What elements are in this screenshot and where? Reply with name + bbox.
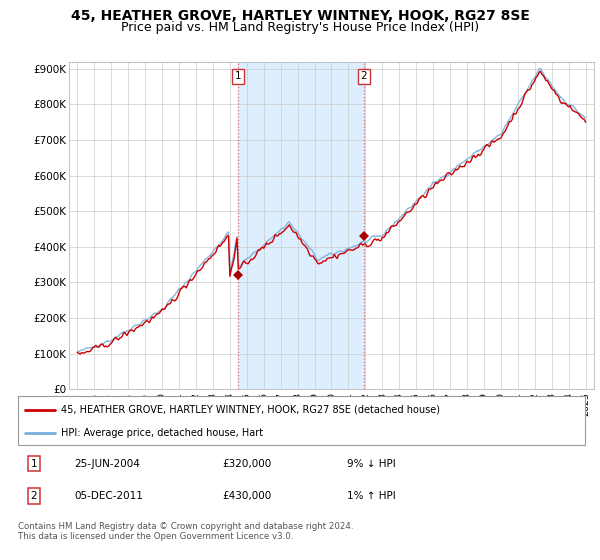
Text: 1% ↑ HPI: 1% ↑ HPI xyxy=(347,491,395,501)
Text: 05-DEC-2011: 05-DEC-2011 xyxy=(75,491,143,501)
Text: £430,000: £430,000 xyxy=(222,491,271,501)
Text: 45, HEATHER GROVE, HARTLEY WINTNEY, HOOK, RG27 8SE (detached house): 45, HEATHER GROVE, HARTLEY WINTNEY, HOOK… xyxy=(61,405,440,415)
Text: Price paid vs. HM Land Registry's House Price Index (HPI): Price paid vs. HM Land Registry's House … xyxy=(121,21,479,34)
Bar xyxy=(238,62,364,389)
FancyBboxPatch shape xyxy=(18,396,585,445)
Text: £320,000: £320,000 xyxy=(222,459,271,469)
Text: 2: 2 xyxy=(31,491,37,501)
Text: 45, HEATHER GROVE, HARTLEY WINTNEY, HOOK, RG27 8SE: 45, HEATHER GROVE, HARTLEY WINTNEY, HOOK… xyxy=(71,9,529,23)
Text: 1: 1 xyxy=(235,71,241,81)
Text: 2: 2 xyxy=(361,71,367,81)
Text: Contains HM Land Registry data © Crown copyright and database right 2024.
This d: Contains HM Land Registry data © Crown c… xyxy=(18,522,353,542)
Text: 25-JUN-2004: 25-JUN-2004 xyxy=(75,459,140,469)
Text: 1: 1 xyxy=(31,459,37,469)
Text: HPI: Average price, detached house, Hart: HPI: Average price, detached house, Hart xyxy=(61,428,263,438)
Text: 9% ↓ HPI: 9% ↓ HPI xyxy=(347,459,395,469)
